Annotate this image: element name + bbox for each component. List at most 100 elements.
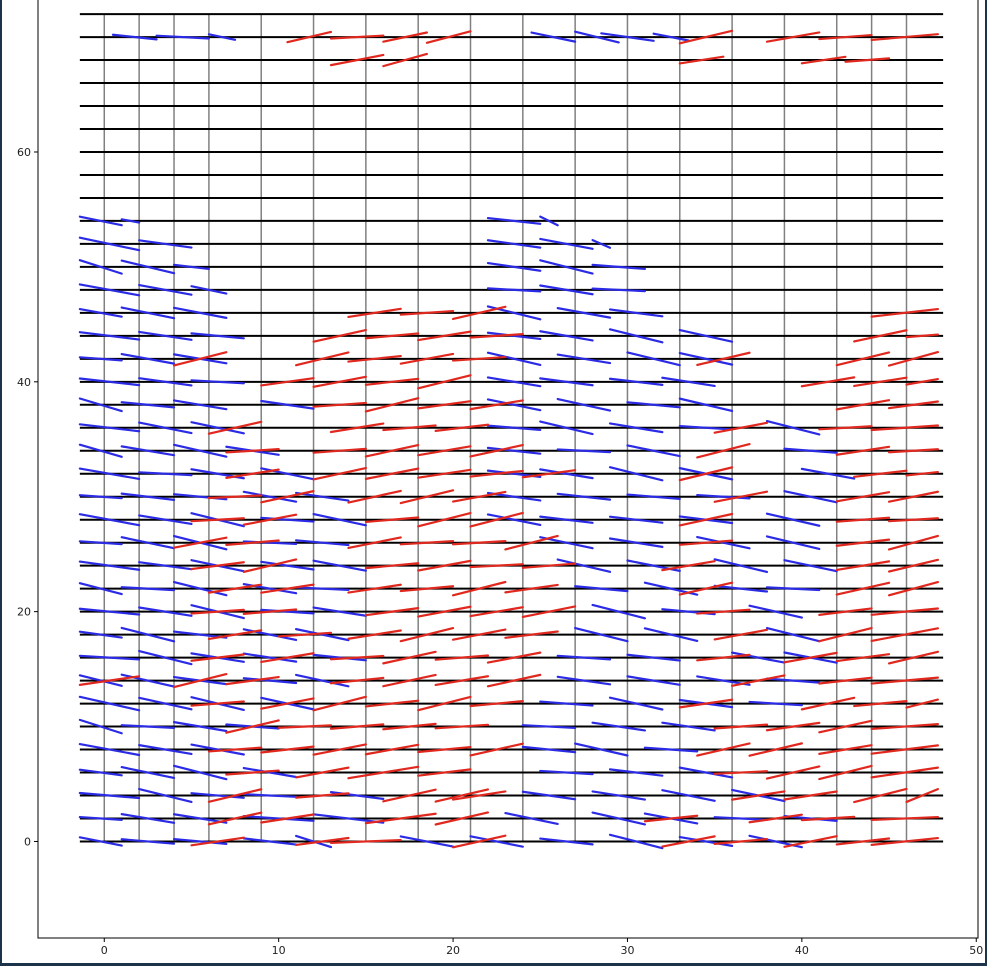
red-streamline-segment	[905, 787, 939, 804]
blue-streamline-segment	[556, 448, 612, 454]
blue-streamline-segment	[678, 328, 734, 343]
red-streamline-segment	[190, 653, 245, 662]
blue-streamline-segment	[486, 376, 542, 388]
blue-streamline-segment	[120, 218, 141, 224]
red-streamline-segment	[399, 627, 455, 643]
x-tick-label: 20	[446, 944, 460, 957]
red-streamline-segment	[260, 490, 315, 504]
blue-streamline-segment	[138, 421, 193, 435]
red-streamline-segment	[818, 33, 873, 41]
blue-streamline-segment	[556, 397, 612, 412]
blue-streamline-segment	[120, 813, 176, 824]
red-streamline-segment	[835, 837, 891, 846]
red-streamline-segment	[347, 536, 402, 550]
red-streamline-segment	[312, 743, 367, 756]
blue-streamline-segment	[295, 491, 350, 502]
red-streamline-segment	[260, 583, 315, 594]
blue-streamline-segment	[765, 512, 821, 527]
red-streamline-segment	[696, 608, 751, 615]
red-streamline-segment	[382, 52, 429, 68]
red-streamline-segment	[329, 34, 385, 40]
red-streamline-segment	[417, 468, 472, 479]
blue-streamline-segment	[539, 769, 594, 776]
red-streamline-segment	[434, 723, 490, 730]
red-streamline-segment	[225, 448, 280, 454]
blue-streamline-segment	[486, 351, 542, 367]
red-streamline-segment	[870, 723, 939, 731]
red-streamline-segment	[329, 422, 385, 434]
red-streamline-segment	[207, 420, 263, 435]
red-streamline-segment	[713, 628, 769, 641]
blue-streamline-segment	[78, 423, 141, 433]
red-streamline-segment	[277, 724, 333, 729]
red-streamline-segment	[364, 607, 420, 617]
red-streamline-segment	[870, 676, 939, 685]
red-streamline-segment	[696, 653, 751, 662]
red-streamline-segment	[835, 445, 891, 456]
red-streamline-segment	[225, 769, 280, 776]
y-tick-label: 40	[17, 376, 31, 389]
red-streamline-segment	[399, 540, 455, 546]
blue-streamline-segment	[591, 238, 612, 249]
red-streamline-segment	[451, 580, 507, 597]
red-streamline-segment	[225, 539, 280, 546]
blue-streamline-segment	[138, 514, 193, 526]
blue-streamline-segment	[78, 560, 141, 571]
red-streamline-segment	[713, 770, 769, 775]
red-streamline-segment	[661, 560, 716, 572]
blue-streamline-segment	[608, 308, 664, 318]
blue-streamline-segment	[486, 398, 542, 412]
y-tick-label: 0	[24, 835, 31, 848]
blue-streamline-segment	[242, 490, 298, 503]
red-streamline-segment	[469, 563, 524, 569]
red-streamline-segment	[870, 307, 939, 318]
blue-streamline-segment	[591, 287, 647, 293]
red-streamline-segment	[347, 307, 402, 319]
red-streamline-segment	[364, 516, 420, 524]
blue-streamline-segment	[539, 215, 559, 227]
red-streamline-segment	[731, 790, 786, 801]
blue-streamline-segment	[138, 696, 193, 711]
red-streamline-segment	[818, 719, 873, 734]
red-streamline-segment	[451, 790, 507, 801]
red-streamline-segment	[678, 55, 725, 65]
blue-streamline-segment	[608, 466, 664, 482]
red-streamline-segment	[417, 330, 472, 342]
blue-streamline-segment	[539, 700, 594, 707]
red-streamline-segment	[225, 719, 280, 734]
blue-streamline-segment	[138, 649, 193, 666]
blue-streamline-segment	[295, 834, 333, 849]
blue-streamline-segment	[765, 677, 821, 684]
red-streamline-segment	[260, 813, 315, 824]
blue-streamline-segment	[78, 791, 141, 800]
red-streamline-segment	[696, 442, 751, 459]
red-streamline-segment	[765, 721, 821, 732]
red-streamline-segment	[364, 443, 420, 458]
red-streamline-segment	[295, 792, 350, 799]
red-streamline-segment	[870, 744, 939, 755]
x-tick-label: 0	[101, 944, 108, 957]
red-streamline-segment	[451, 834, 507, 849]
red-streamline-segment	[364, 562, 420, 570]
blue-streamline-segment	[78, 513, 141, 527]
blue-streamline-segment	[608, 537, 664, 548]
red-streamline-segment	[382, 650, 437, 665]
red-streamline-segment	[207, 629, 263, 641]
red-streamline-segment	[382, 788, 437, 803]
red-streamline-segment	[783, 835, 838, 848]
blue-streamline-segment	[78, 718, 123, 735]
red-streamline-segment	[260, 377, 315, 387]
red-streamline-segment	[887, 580, 939, 597]
red-streamline-segment	[870, 836, 939, 846]
red-streamline-segment	[417, 511, 472, 528]
red-streamline-segment	[713, 837, 769, 845]
red-streamline-segment	[835, 351, 891, 367]
blue-streamline-segment	[608, 422, 664, 434]
blue-streamline-segment	[155, 34, 211, 40]
blue-streamline-segment	[574, 742, 629, 757]
red-streamline-segment	[469, 443, 524, 458]
x-tick-label: 50	[969, 944, 983, 957]
red-streamline-segment	[800, 55, 847, 65]
blue-streamline-segment	[591, 721, 647, 732]
series-layer	[78, 29, 939, 850]
